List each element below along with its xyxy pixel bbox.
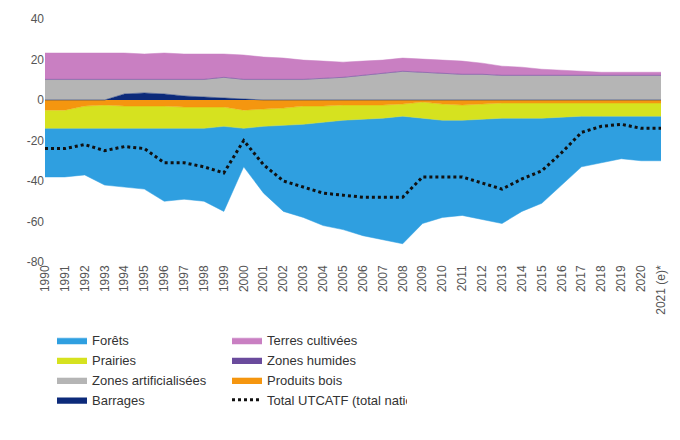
- svg-text:2011: 2011: [455, 265, 469, 291]
- svg-text:2015: 2015: [535, 265, 549, 292]
- svg-text:2018: 2018: [594, 265, 608, 292]
- svg-text:1993: 1993: [98, 265, 112, 292]
- svg-text:2005: 2005: [336, 265, 350, 292]
- svg-text:2006: 2006: [356, 265, 370, 292]
- svg-text:2013: 2013: [495, 265, 509, 292]
- svg-text:2020: 2020: [634, 265, 648, 292]
- svg-text:1998: 1998: [197, 265, 211, 292]
- svg-text:Total UTCATF (total national): Total UTCATF (total national): [267, 393, 407, 408]
- svg-text:2009: 2009: [415, 265, 429, 292]
- svg-text:0: 0: [37, 93, 44, 107]
- svg-text:1997: 1997: [177, 265, 191, 292]
- svg-text:Zones artificialisées: Zones artificialisées: [92, 373, 207, 388]
- svg-text:1991: 1991: [58, 265, 72, 292]
- svg-text:Terres cultivées: Terres cultivées: [267, 333, 358, 348]
- svg-text:2007: 2007: [376, 265, 390, 292]
- svg-text:Barrages: Barrages: [92, 393, 145, 408]
- svg-text:2008: 2008: [396, 265, 410, 292]
- svg-text:Produits bois: Produits bois: [267, 373, 343, 388]
- svg-text:2021 (e)*: 2021 (e)*: [654, 265, 668, 315]
- svg-text:40: 40: [31, 12, 45, 26]
- svg-text:2010: 2010: [435, 265, 449, 292]
- svg-text:-20: -20: [27, 134, 45, 148]
- svg-text:1990: 1990: [38, 265, 52, 292]
- svg-text:20: 20: [31, 53, 45, 67]
- svg-text:-60: -60: [27, 215, 45, 229]
- svg-text:2017: 2017: [574, 265, 588, 292]
- svg-text:Prairies: Prairies: [92, 353, 137, 368]
- svg-text:Forêts: Forêts: [92, 333, 129, 348]
- svg-text:2016: 2016: [555, 265, 569, 292]
- svg-text:1999: 1999: [217, 265, 231, 292]
- svg-text:2014: 2014: [515, 265, 529, 292]
- svg-text:2012: 2012: [475, 265, 489, 292]
- svg-text:1996: 1996: [157, 265, 171, 292]
- svg-text:2002: 2002: [276, 265, 290, 292]
- svg-text:-80: -80: [27, 255, 45, 269]
- svg-text:2000: 2000: [237, 265, 251, 292]
- svg-text:2019: 2019: [614, 265, 628, 292]
- svg-text:2004: 2004: [316, 265, 330, 292]
- svg-text:1995: 1995: [137, 265, 151, 292]
- svg-text:2003: 2003: [296, 265, 310, 292]
- svg-text:Zones humides: Zones humides: [267, 353, 356, 368]
- svg-text:-40: -40: [27, 174, 45, 188]
- svg-text:2001: 2001: [256, 265, 270, 292]
- svg-text:1992: 1992: [78, 265, 92, 292]
- svg-text:1994: 1994: [117, 265, 131, 292]
